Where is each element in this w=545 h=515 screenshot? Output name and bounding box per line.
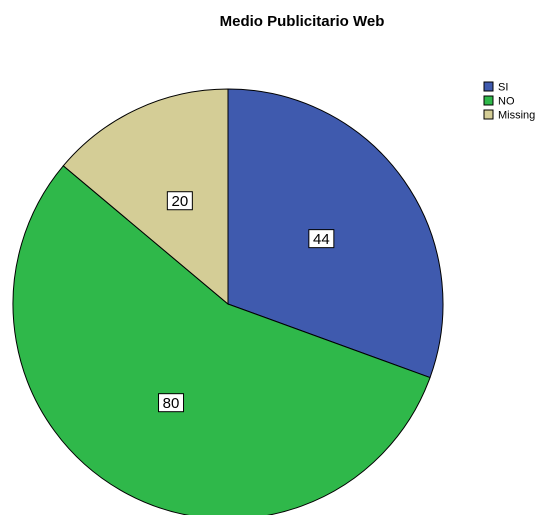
legend: SI NO Missing: [483, 81, 535, 122]
legend-label: SI: [498, 82, 508, 94]
data-label-box: [166, 191, 193, 211]
legend-item-no: NO: [483, 95, 515, 108]
chart-title: Medio Publicitario Web: [220, 13, 385, 30]
legend-label: NO: [498, 96, 515, 108]
data-label-no: 80: [158, 393, 185, 413]
data-label-missing: 20: [166, 191, 193, 211]
pie-slices: [12, 88, 444, 515]
pie-data-labels: 44 80 20: [158, 191, 335, 413]
pie-slice-si: [227, 88, 444, 379]
data-label-box: [158, 393, 185, 413]
pie-slice-no: [12, 165, 431, 515]
legend-swatch: [483, 109, 494, 120]
legend-swatch: [483, 95, 494, 106]
legend-swatch: [483, 81, 494, 92]
data-label-text: 20: [171, 193, 188, 210]
data-label-text: 80: [163, 395, 180, 412]
legend-item-missing: Missing: [483, 109, 535, 122]
data-label-text: 44: [313, 231, 330, 248]
legend-item-si: SI: [483, 81, 508, 94]
pie-slice-missing: [62, 88, 229, 306]
legend-label: Missing: [498, 110, 535, 122]
data-label-si: 44: [308, 229, 335, 249]
data-label-box: [308, 229, 335, 249]
